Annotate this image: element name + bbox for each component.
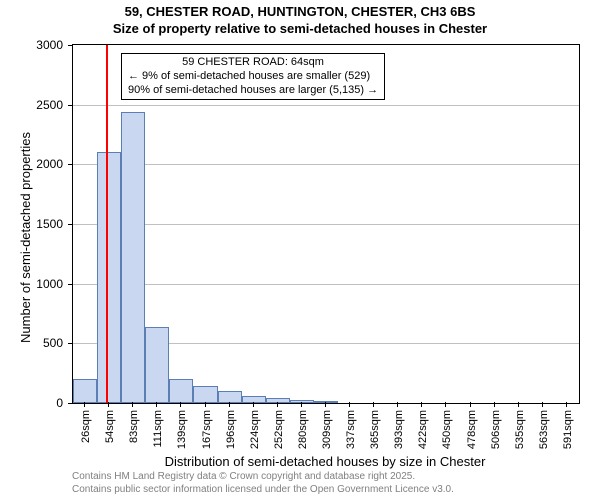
x-tick-mark bbox=[108, 402, 109, 407]
y-tick-mark bbox=[68, 224, 73, 225]
annotation-line3: 90% of semi-detached houses are larger (… bbox=[128, 84, 378, 98]
x-tick-mark bbox=[277, 402, 278, 407]
x-tick-mark bbox=[518, 402, 519, 407]
x-tick-label: 591sqm bbox=[562, 410, 574, 449]
y-tick-mark bbox=[68, 403, 73, 404]
gridline bbox=[73, 105, 579, 106]
x-tick-mark bbox=[253, 402, 254, 407]
histogram-bar bbox=[266, 398, 290, 403]
y-tick-mark bbox=[68, 45, 73, 46]
chart-title-main: 59, CHESTER ROAD, HUNTINGTON, CHESTER, C… bbox=[0, 4, 600, 19]
plot-area: 05001000150020002500300059 CHESTER ROAD:… bbox=[72, 44, 580, 404]
y-tick-label: 0 bbox=[56, 396, 63, 410]
x-tick-mark bbox=[132, 402, 133, 407]
x-tick-label: 563sqm bbox=[538, 410, 550, 449]
y-tick-label: 3000 bbox=[36, 38, 63, 52]
x-tick-mark bbox=[397, 402, 398, 407]
x-tick-label: 54sqm bbox=[104, 410, 116, 443]
x-tick-label: 167sqm bbox=[201, 410, 213, 449]
x-tick-mark bbox=[325, 402, 326, 407]
x-tick-mark bbox=[84, 402, 85, 407]
histogram-bar bbox=[145, 327, 169, 403]
y-tick-label: 2000 bbox=[36, 157, 63, 171]
x-tick-label: 252sqm bbox=[273, 410, 285, 449]
x-tick-mark bbox=[301, 402, 302, 407]
x-tick-label: 139sqm bbox=[176, 410, 188, 449]
x-tick-mark bbox=[445, 402, 446, 407]
x-tick-label: 365sqm bbox=[369, 410, 381, 449]
x-tick-mark bbox=[180, 402, 181, 407]
x-tick-mark bbox=[229, 402, 230, 407]
x-tick-mark bbox=[205, 402, 206, 407]
x-tick-label: 337sqm bbox=[345, 410, 357, 449]
x-tick-label: 535sqm bbox=[514, 410, 526, 449]
y-tick-mark bbox=[68, 284, 73, 285]
histogram-bar bbox=[193, 386, 217, 403]
y-axis-label: Number of semi-detached properties bbox=[18, 132, 33, 343]
x-tick-label: 196sqm bbox=[225, 410, 237, 449]
y-tick-label: 1000 bbox=[36, 277, 63, 291]
x-tick-label: 26sqm bbox=[80, 410, 92, 443]
histogram-bar bbox=[290, 400, 314, 403]
histogram-bar bbox=[218, 391, 242, 403]
x-tick-mark bbox=[421, 402, 422, 407]
chart-title-sub: Size of property relative to semi-detach… bbox=[0, 21, 600, 36]
x-tick-label: 224sqm bbox=[249, 410, 261, 449]
gridline bbox=[73, 164, 579, 165]
x-tick-mark bbox=[470, 402, 471, 407]
x-tick-label: 111sqm bbox=[152, 410, 164, 448]
x-axis-label: Distribution of semi-detached houses by … bbox=[72, 454, 578, 469]
x-tick-label: 422sqm bbox=[417, 410, 429, 449]
x-tick-label: 506sqm bbox=[490, 410, 502, 449]
x-tick-label: 393sqm bbox=[393, 410, 405, 449]
histogram-bar bbox=[97, 152, 121, 403]
histogram-bar bbox=[169, 379, 193, 403]
x-tick-label: 83sqm bbox=[128, 410, 140, 443]
x-tick-mark bbox=[373, 402, 374, 407]
x-tick-label: 478sqm bbox=[466, 410, 478, 449]
x-tick-mark bbox=[566, 402, 567, 407]
annotation-box: 59 CHESTER ROAD: 64sqm← 9% of semi-detac… bbox=[121, 53, 385, 100]
attribution-line1: Contains HM Land Registry data © Crown c… bbox=[72, 470, 454, 483]
gridline bbox=[73, 224, 579, 225]
annotation-line2: ← 9% of semi-detached houses are smaller… bbox=[128, 70, 378, 84]
property-marker-line bbox=[106, 45, 108, 403]
histogram-bar bbox=[121, 112, 145, 403]
x-tick-mark bbox=[156, 402, 157, 407]
y-tick-mark bbox=[68, 164, 73, 165]
annotation-line1: 59 CHESTER ROAD: 64sqm bbox=[128, 56, 378, 70]
x-tick-mark bbox=[542, 402, 543, 407]
y-tick-mark bbox=[68, 343, 73, 344]
attribution-line2: Contains public sector information licen… bbox=[72, 483, 454, 496]
attribution-text: Contains HM Land Registry data © Crown c… bbox=[72, 470, 454, 496]
histogram-bar bbox=[73, 379, 97, 403]
y-tick-label: 2500 bbox=[36, 98, 63, 112]
y-tick-label: 500 bbox=[43, 336, 63, 350]
x-tick-label: 280sqm bbox=[297, 410, 309, 449]
x-tick-label: 450sqm bbox=[441, 410, 453, 449]
y-tick-label: 1500 bbox=[36, 217, 63, 231]
y-tick-mark bbox=[68, 105, 73, 106]
x-tick-mark bbox=[349, 402, 350, 407]
chart-container: 59, CHESTER ROAD, HUNTINGTON, CHESTER, C… bbox=[0, 0, 600, 500]
x-tick-label: 309sqm bbox=[321, 410, 333, 449]
gridline bbox=[73, 284, 579, 285]
x-tick-mark bbox=[494, 402, 495, 407]
histogram-bar bbox=[242, 396, 266, 403]
